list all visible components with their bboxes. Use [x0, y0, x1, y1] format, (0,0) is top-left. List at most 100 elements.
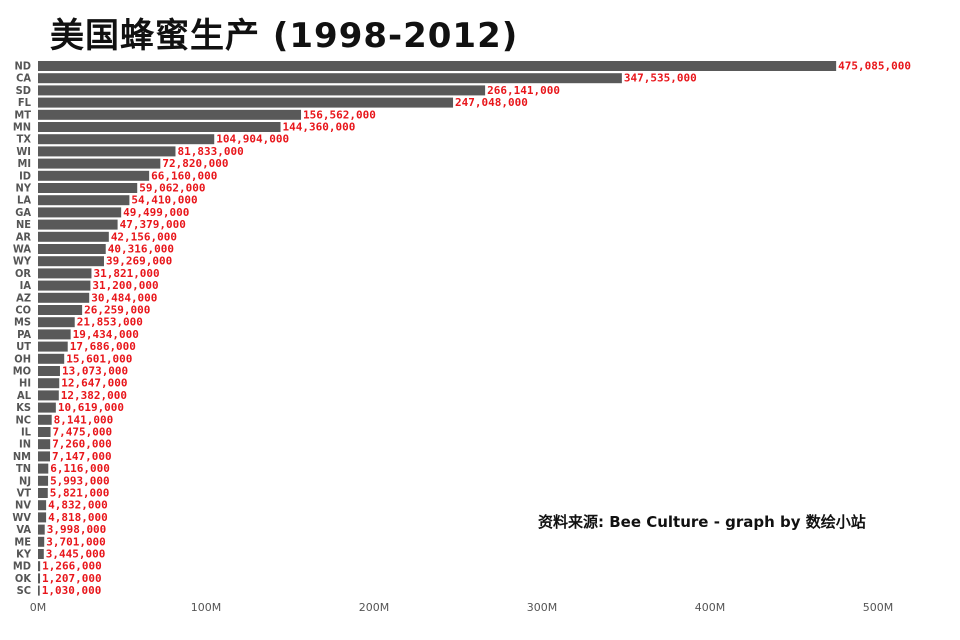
value-label-sc: 1,030,000	[42, 584, 102, 597]
value-label-ks: 10,619,000	[58, 401, 124, 414]
y-label-va: VA	[16, 523, 31, 536]
bar-vt	[38, 488, 48, 498]
bar-ny	[38, 183, 138, 193]
bar-wv	[38, 512, 47, 523]
value-label-mo: 13,073,000	[62, 365, 128, 378]
bar-ne	[38, 219, 118, 230]
value-label-wa: 40,316,000	[108, 243, 174, 256]
x-tick-200m: 200M	[359, 601, 390, 614]
y-label-nd: ND	[15, 60, 32, 73]
bar-il	[38, 427, 51, 437]
value-label-wv: 4,818,000	[48, 511, 108, 524]
y-label-tn: TN	[16, 462, 31, 475]
bar-mt	[38, 109, 302, 120]
bar-al	[38, 390, 59, 401]
source-note: 资料来源: Bee Culture - graph by 数绘小站	[538, 513, 866, 531]
value-label-or: 31,821,000	[93, 267, 159, 280]
y-label-mi: MI	[17, 157, 31, 170]
bar-fl	[38, 97, 454, 108]
value-label-nc: 8,141,000	[54, 413, 114, 426]
bar-ks	[38, 402, 56, 413]
bar-or	[38, 268, 92, 279]
bar-sc	[38, 585, 40, 596]
y-label-id: ID	[19, 169, 31, 182]
value-label-nm: 7,147,000	[52, 450, 112, 463]
y-label-wv: WV	[12, 511, 31, 524]
x-tick-500m: 500M	[863, 601, 894, 614]
x-tick-0m: 0M	[30, 601, 47, 614]
y-label-or: OR	[15, 267, 31, 280]
x-tick-400m: 400M	[695, 601, 726, 614]
value-labels: 475,085,000 347,535,000 266,141,000247,048…	[42, 60, 911, 598]
y-label-sd: SD	[16, 84, 31, 97]
bar-ia	[38, 280, 91, 291]
bar-sd	[38, 85, 486, 96]
bar-va	[38, 524, 45, 535]
value-label-mn: 144,360,000	[283, 121, 356, 134]
bar-wi	[38, 146, 176, 157]
value-label-md: 1,266,000	[42, 560, 102, 573]
value-label-az: 30,484,000	[91, 291, 157, 304]
value-label-id: 66,160,000	[151, 169, 217, 182]
y-label-ne: NE	[16, 218, 31, 231]
chart-title: 美国蜂蜜生产 (1998-2012)	[50, 16, 519, 56]
y-label-vt: VT	[17, 487, 32, 500]
y-axis-labels: NDCASDFLMTMNTXWIMIIDNYLAGANEARWAWYORIAAZ…	[12, 60, 31, 598]
y-label-mn: MN	[13, 121, 31, 134]
value-label-al: 12,382,000	[61, 389, 127, 402]
bar-mo	[38, 366, 60, 376]
bar-mn	[38, 122, 281, 132]
value-label-oh: 15,601,000	[66, 352, 132, 365]
y-label-nc: NC	[15, 413, 31, 426]
bar-ok	[38, 573, 41, 584]
y-label-mo: MO	[13, 365, 31, 378]
bar-ms	[38, 317, 75, 328]
value-label-pa: 19,434,000	[73, 328, 139, 341]
bar-tn	[38, 463, 49, 474]
y-label-ok: OK	[15, 572, 31, 585]
x-tick-100m: 100M	[191, 601, 222, 614]
y-label-nv: NV	[15, 499, 31, 512]
value-label-wy: 39,269,000	[106, 255, 172, 268]
y-label-ga: GA	[15, 206, 31, 219]
bar-co	[38, 305, 83, 315]
value-label-wi: 81,833,000	[177, 145, 243, 158]
y-label-al: AL	[17, 389, 32, 402]
y-label-oh: OH	[14, 352, 31, 365]
bar-ga	[38, 207, 122, 218]
bar-md	[38, 561, 41, 572]
value-label-ia: 31,200,000	[92, 279, 158, 292]
bar-in	[38, 439, 51, 450]
y-label-sc: SC	[17, 584, 31, 597]
y-label-az: AZ	[16, 291, 31, 304]
bar-ca	[38, 73, 622, 84]
bar-wa	[38, 244, 106, 254]
y-label-wi: WI	[16, 145, 31, 158]
bar-ut	[38, 341, 68, 352]
y-label-hi: HI	[19, 377, 31, 390]
value-label-hi: 12,647,000	[61, 377, 127, 390]
y-label-ks: KS	[16, 401, 31, 414]
bar-me	[38, 536, 45, 547]
y-label-pa: PA	[17, 328, 31, 341]
y-label-in: IN	[19, 438, 31, 451]
value-label-va: 3,998,000	[47, 523, 107, 536]
bar-ky	[38, 549, 44, 559]
y-label-ut: UT	[16, 340, 31, 353]
value-label-in: 7,260,000	[52, 438, 112, 451]
y-label-fl: FL	[18, 96, 32, 109]
y-label-me: ME	[14, 535, 31, 548]
bar-la	[38, 195, 130, 206]
value-label-me: 3,701,000	[46, 535, 106, 548]
value-label-ca: 347,535,000	[624, 72, 697, 85]
bar-nm	[38, 451, 51, 462]
bar-hi	[38, 378, 60, 389]
value-label-mi: 72,820,000	[162, 157, 228, 170]
bar-nc	[38, 414, 52, 425]
value-label-il: 7,475,000	[53, 426, 113, 439]
bar-tx	[38, 134, 215, 145]
bar-pa	[38, 329, 71, 340]
bar-nv	[38, 500, 47, 511]
value-label-ky: 3,445,000	[46, 548, 106, 561]
value-label-tn: 6,116,000	[50, 462, 110, 475]
